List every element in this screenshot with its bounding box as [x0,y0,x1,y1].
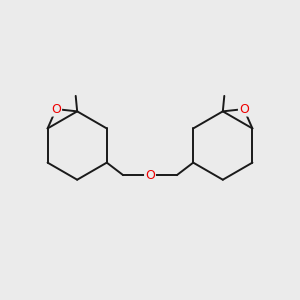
Text: O: O [51,103,61,116]
Text: O: O [145,169,155,182]
Text: O: O [239,103,249,116]
